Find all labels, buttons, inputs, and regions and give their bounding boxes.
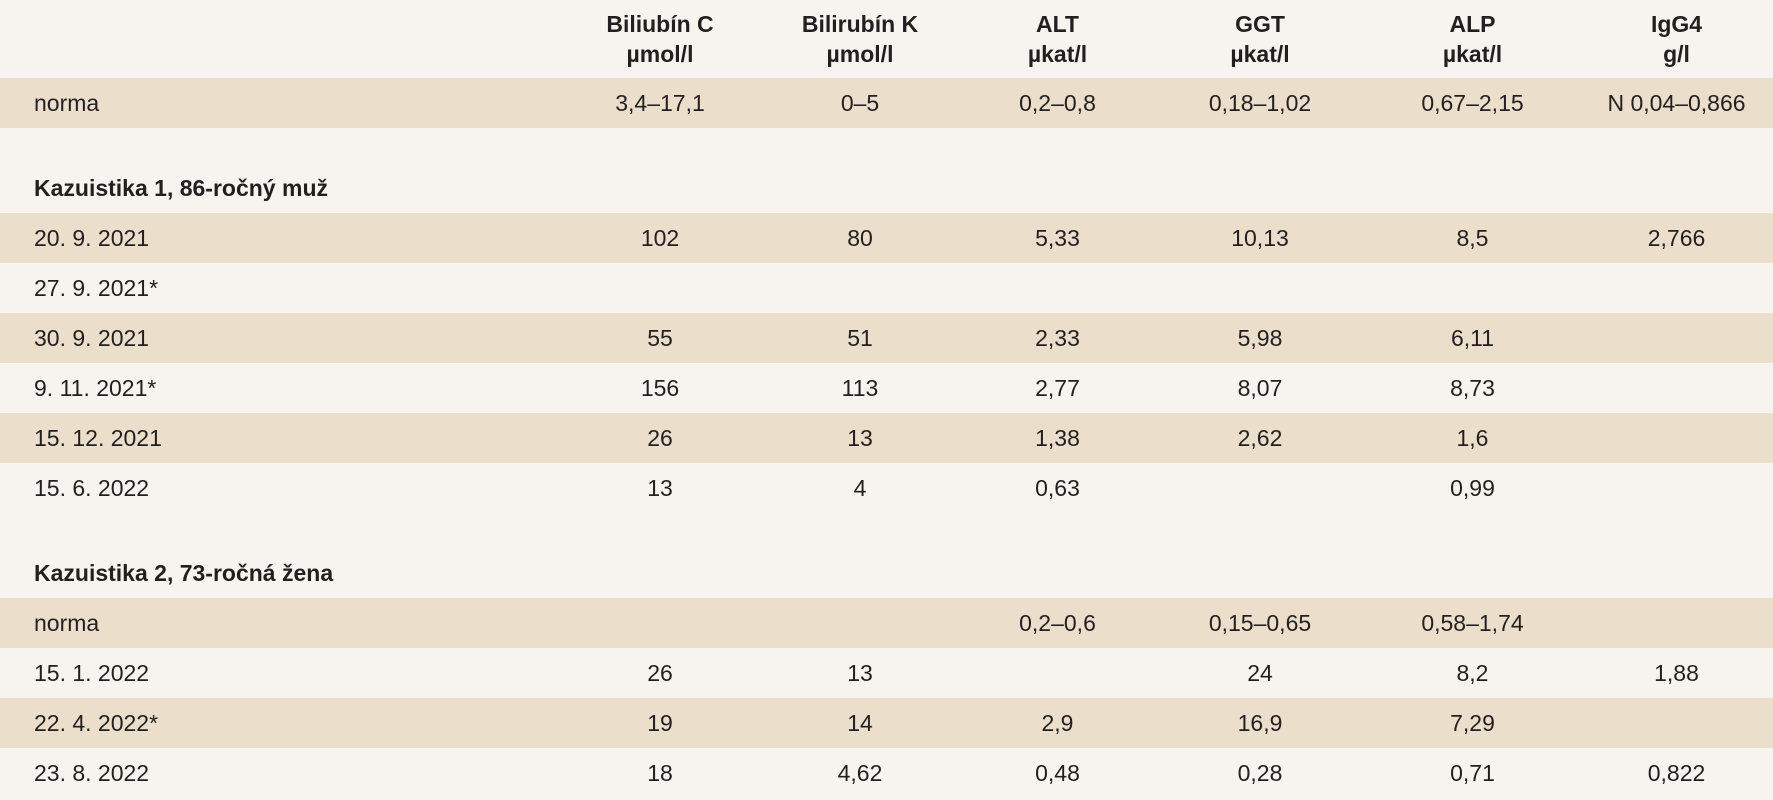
column-header: ALP µkat/l bbox=[1365, 9, 1580, 69]
column-name: ALT bbox=[1035, 11, 1079, 37]
section-title: Kazuistika 2, 73-ročná žena bbox=[34, 559, 334, 586]
row-label: 20. 9. 2021 bbox=[34, 224, 150, 251]
row-label: 9. 11. 2021* bbox=[34, 374, 157, 401]
table-cell: 0,71 bbox=[1450, 759, 1495, 786]
row-label: 23. 8. 2022 bbox=[34, 759, 150, 786]
table-row: norma 3,4–17,1 0–5 0,2–0,8 0,18–1,02 0,6… bbox=[0, 78, 1773, 128]
table-cell: 24 bbox=[1247, 659, 1273, 686]
table-cell: 0,63 bbox=[1035, 474, 1080, 501]
table-cell: 55 bbox=[647, 324, 673, 351]
column-unit: µkat/l bbox=[1442, 41, 1503, 67]
table-cell: 1,88 bbox=[1654, 659, 1699, 686]
table-cell: 113 bbox=[841, 374, 879, 401]
table-row: 9. 11. 2021* 156 113 2,77 8,07 8,73 bbox=[0, 363, 1773, 413]
table-cell: 0,48 bbox=[1035, 759, 1080, 786]
row-label: 22. 4. 2022* bbox=[34, 709, 159, 736]
table-cell: 26 bbox=[647, 659, 673, 686]
table-row: 23. 8. 2022 18 4,62 0,48 0,28 0,71 0,822 bbox=[0, 748, 1773, 798]
column-unit: µkat/l bbox=[1230, 41, 1290, 67]
table-cell: 8,73 bbox=[1450, 374, 1495, 401]
table-cell: 8,5 bbox=[1456, 224, 1489, 251]
table-row: 15. 1. 2022 26 13 24 8,2 1,88 bbox=[0, 648, 1773, 698]
table-cell: 0,2–0,8 bbox=[1019, 89, 1096, 116]
table-cell: 0,28 bbox=[1237, 759, 1283, 786]
table-cell: 0,58–1,74 bbox=[1421, 609, 1524, 636]
table-cell: 2,9 bbox=[1041, 709, 1074, 736]
table-cell: 2,77 bbox=[1035, 374, 1080, 401]
table-cell: 13 bbox=[647, 474, 673, 501]
section-heading: Kazuistika 1, 86-ročný muž bbox=[0, 163, 1773, 213]
table-cell: 2,62 bbox=[1237, 424, 1283, 451]
table-cell: 10,13 bbox=[1231, 224, 1289, 251]
table-cell: 4 bbox=[853, 474, 867, 501]
table-cell: 3,4–17,1 bbox=[615, 89, 705, 116]
table-cell: 0,67–2,15 bbox=[1421, 89, 1524, 116]
column-name: ALP bbox=[1449, 11, 1496, 37]
table-row: 20. 9. 2021 102 80 5,33 10,13 8,5 2,766 bbox=[0, 213, 1773, 263]
section-heading: Kazuistika 2, 73-ročná žena bbox=[0, 548, 1773, 598]
section-title: Kazuistika 1, 86-ročný muž bbox=[34, 174, 328, 201]
column-unit: µmol/l bbox=[626, 41, 694, 67]
row-label: 15. 6. 2022 bbox=[34, 474, 150, 501]
table-cell: 80 bbox=[847, 224, 873, 251]
row-label: 27. 9. 2021* bbox=[34, 274, 159, 301]
table-cell: 5,98 bbox=[1237, 324, 1283, 351]
column-name: GGT bbox=[1235, 11, 1285, 37]
table-cell: 4,62 bbox=[837, 759, 883, 786]
table-cell: 19 bbox=[647, 709, 673, 736]
column-header: IgG4 g/l bbox=[1580, 9, 1773, 69]
table-cell: 1,38 bbox=[1035, 424, 1080, 451]
table-cell: 156 bbox=[640, 374, 680, 401]
row-label: 15. 1. 2022 bbox=[34, 659, 150, 686]
table-cell: 0,822 bbox=[1647, 759, 1706, 786]
row-spacer bbox=[0, 128, 1773, 163]
row-label: norma bbox=[34, 89, 100, 116]
column-header: GGT µkat/l bbox=[1155, 9, 1365, 69]
table-cell: 18 bbox=[647, 759, 673, 786]
table-cell: N 0,04–0,866 bbox=[1607, 89, 1746, 116]
table-cell: 0,99 bbox=[1450, 474, 1495, 501]
row-spacer bbox=[0, 513, 1773, 548]
table-cell: 26 bbox=[647, 424, 673, 451]
table-cell: 102 bbox=[640, 224, 680, 251]
table-row: 22. 4. 2022* 19 14 2,9 16,9 7,29 bbox=[0, 698, 1773, 748]
table-cell: 6,11 bbox=[1450, 324, 1495, 351]
table-cell: 13 bbox=[847, 659, 873, 686]
table-row: 30. 9. 2021 55 51 2,33 5,98 6,11 bbox=[0, 313, 1773, 363]
table-cell: 0,2–0,6 bbox=[1019, 609, 1096, 636]
column-unit: g/l bbox=[1663, 41, 1690, 67]
table-cell: 13 bbox=[847, 424, 873, 451]
table-cell: 0,18–1,02 bbox=[1208, 89, 1312, 116]
table-cell: 0,15–0,65 bbox=[1208, 609, 1312, 636]
table-row: 15. 6. 2022 13 4 0,63 0,99 bbox=[0, 463, 1773, 513]
table-cell: 16,9 bbox=[1237, 709, 1283, 736]
column-unit: µmol/l bbox=[826, 41, 894, 67]
table-cell: 8,07 bbox=[1237, 374, 1283, 401]
table-cell: 51 bbox=[847, 324, 873, 351]
column-name: Biliubín C bbox=[606, 11, 714, 37]
table-cell: 14 bbox=[847, 709, 873, 736]
table-cell: 2,33 bbox=[1035, 324, 1080, 351]
column-header: ALT µkat/l bbox=[960, 9, 1155, 69]
table-cell: 0–5 bbox=[840, 89, 880, 116]
table-cell: 5,33 bbox=[1035, 224, 1080, 251]
table-header: Biliubín C µmol/l Bilirubín K µmol/l ALT… bbox=[0, 0, 1773, 78]
row-label: 30. 9. 2021 bbox=[34, 324, 150, 351]
column-name: Bilirubín K bbox=[801, 11, 919, 37]
row-label: 15. 12. 2021 bbox=[34, 424, 162, 451]
table-cell: 7,29 bbox=[1450, 709, 1495, 736]
table-cell: 2,766 bbox=[1647, 224, 1706, 251]
column-unit: µkat/l bbox=[1027, 41, 1088, 67]
row-label: norma bbox=[34, 609, 100, 636]
table-row: 27. 9. 2021* bbox=[0, 263, 1773, 313]
table-row: 15. 12. 2021 26 13 1,38 2,62 1,6 bbox=[0, 413, 1773, 463]
column-header: Biliubín C µmol/l bbox=[560, 9, 760, 69]
column-header: Bilirubín K µmol/l bbox=[760, 9, 960, 69]
table-cell: 8,2 bbox=[1456, 659, 1489, 686]
table-row: norma 0,2–0,6 0,15–0,65 0,58–1,74 bbox=[0, 598, 1773, 648]
column-name: IgG4 bbox=[1650, 11, 1703, 37]
table-cell: 1,6 bbox=[1456, 424, 1489, 451]
